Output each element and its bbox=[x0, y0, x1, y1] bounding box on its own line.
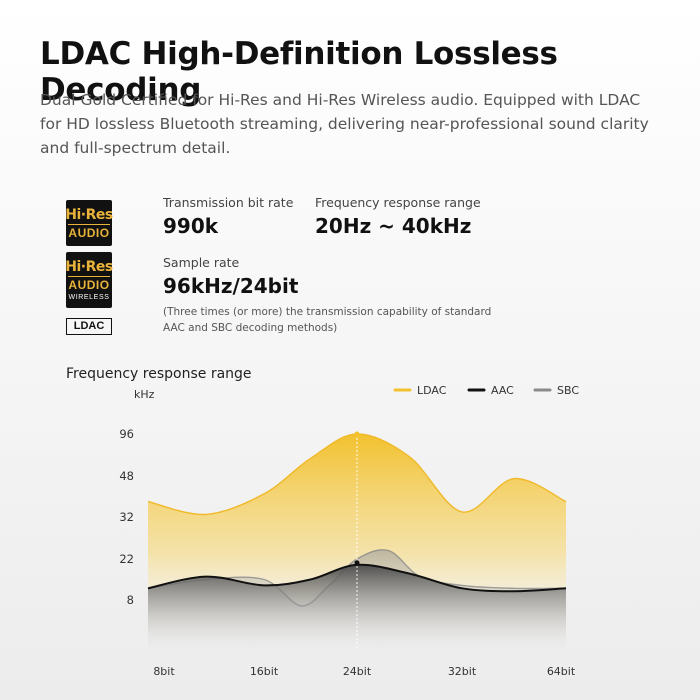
legend-label-aac: AAC bbox=[491, 384, 514, 397]
x-tick-label: 24bit bbox=[343, 665, 372, 678]
spec-frequency-value: 20Hz ~ 40kHz bbox=[315, 214, 472, 238]
legend-label-ldac: LDAC bbox=[417, 384, 447, 397]
y-tick-label: 8 bbox=[127, 593, 134, 607]
hi-res-audio-logo: Hi·Res AUDIO bbox=[65, 200, 113, 246]
chart-title: Frequency response range bbox=[66, 366, 252, 382]
highlight-point-aac bbox=[354, 560, 360, 566]
x-tick-label: 8bit bbox=[153, 665, 175, 678]
legend-label-sbc: SBC bbox=[557, 384, 579, 397]
audio-logo-text: AUDIO bbox=[68, 275, 110, 292]
page-title: LDAC High-Definition Lossless Decoding bbox=[40, 36, 558, 108]
x-tick-label: 32bit bbox=[448, 665, 477, 678]
wireless-logo-text: WIRELESS bbox=[68, 293, 110, 301]
series-ldac-line bbox=[147, 433, 567, 516]
spec-sample-label: Sample rate bbox=[163, 255, 240, 270]
spec-bitrate-label: Transmission bit rate bbox=[163, 195, 294, 210]
spec-frequency-label: Frequency response range bbox=[315, 195, 481, 210]
spec-sample-note: (Three times (or more) the transmission … bbox=[163, 306, 492, 334]
ldac-logo: LDAC bbox=[66, 318, 112, 335]
certification-logos: Hi·Res AUDIO Hi·Res AUDIO WIRELESS LDAC bbox=[65, 200, 113, 335]
x-tick-label: 64bit bbox=[547, 665, 576, 678]
y-tick-label: 96 bbox=[119, 427, 134, 441]
y-tick-label: 48 bbox=[119, 469, 134, 483]
spec-bitrate: Transmission bit rate 990k bbox=[163, 195, 293, 238]
hi-res-logo-text: Hi·Res bbox=[65, 206, 113, 223]
x-tick-label: 16bit bbox=[250, 665, 279, 678]
spec-bitrate-value: 990k bbox=[163, 214, 219, 238]
description: Dual Gold Certified for Hi-Res and Hi-Re… bbox=[40, 91, 649, 157]
y-tick-label: 22 bbox=[119, 552, 134, 566]
y-axis-unit: kHz bbox=[134, 388, 155, 401]
highlight-point-ldac bbox=[354, 431, 360, 437]
spec-frequency: Frequency response range 20Hz ~ 40kHz bbox=[315, 195, 481, 238]
y-tick-label: 32 bbox=[119, 510, 134, 524]
spec-sample-value: 96kHz/24bit bbox=[163, 274, 299, 298]
spec-sample-rate: Sample rate 96kHz/24bit (Three times (or… bbox=[163, 255, 503, 336]
hi-res-wireless-logo: Hi·Res AUDIO WIRELESS bbox=[65, 252, 113, 308]
hi-res-logo-text: Hi·Res bbox=[65, 258, 113, 275]
audio-logo-text: AUDIO bbox=[68, 223, 110, 240]
